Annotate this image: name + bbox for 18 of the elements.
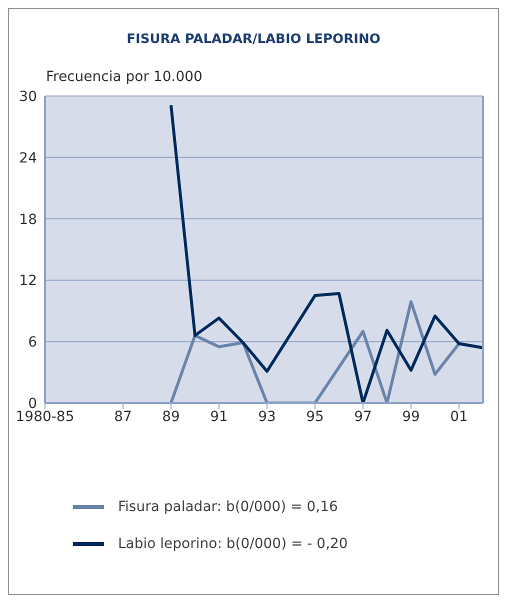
x-tick-label: 87 bbox=[114, 408, 132, 425]
y-tick-label: 18 bbox=[19, 212, 37, 228]
y-tick-label: 12 bbox=[19, 273, 37, 290]
legend-label: Fisura paladar: b(0/000) = 0,16 bbox=[118, 498, 338, 514]
x-tick-label: 01 bbox=[450, 408, 468, 425]
x-tick-label: 97 bbox=[354, 408, 372, 425]
x-tick-label: 89 bbox=[162, 408, 180, 425]
x-tick-label: 91 bbox=[210, 408, 228, 425]
line-series bbox=[170, 104, 483, 403]
x-tick-label: 95 bbox=[306, 408, 324, 425]
y-tick-label: 30 bbox=[19, 88, 37, 105]
chart-title: FISURA PALADAR/LABIO LEPORINO bbox=[126, 30, 382, 48]
y-axis-title: Frecuencia por 10.000 bbox=[45, 69, 204, 87]
x-tick-label: 93 bbox=[258, 408, 276, 425]
y-tick-label: 24 bbox=[19, 150, 38, 166]
x-tick-label: 99 bbox=[402, 408, 420, 425]
legend-label: Labio leporino: b(0/000) = - 0,20 bbox=[118, 536, 348, 552]
y-tick-label: 6 bbox=[28, 334, 38, 351]
